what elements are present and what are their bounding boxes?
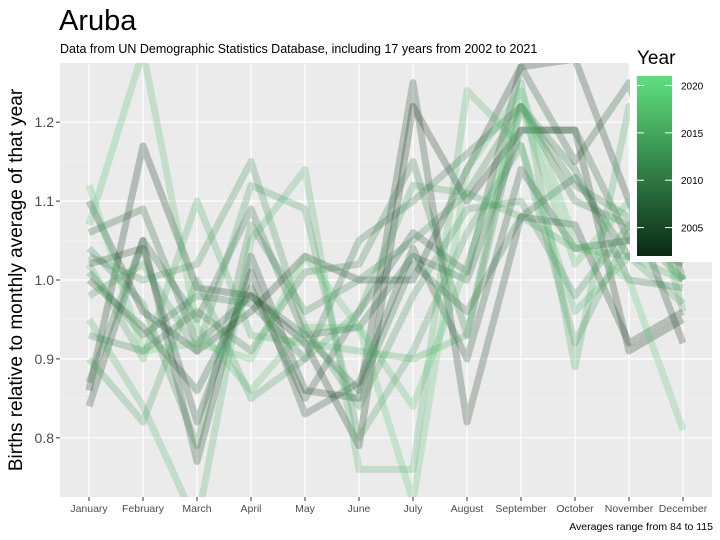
series-line-2007 <box>87 126 685 347</box>
series-line-2015 <box>85 79 687 371</box>
x-tick-label: July <box>404 503 423 515</box>
series-line-2002 <box>85 102 685 450</box>
x-tick-label: December <box>659 503 708 515</box>
x-tick-label: February <box>122 503 165 515</box>
y-tick-label: 0.8 <box>35 430 55 446</box>
series-line-2017 <box>85 63 686 410</box>
x-tick-label: September <box>495 503 547 515</box>
series-line-2014 <box>86 181 686 426</box>
y-tick-label: 1.0 <box>35 272 55 288</box>
chart-title: Aruba <box>59 5 137 37</box>
series-line-2009 <box>86 102 684 363</box>
series-line-2004 <box>85 79 685 465</box>
y-axis: 0.8 0.9 1.0 1.1 1.2 <box>35 114 60 446</box>
series-line-2005 <box>88 166 684 426</box>
series-line-2012 <box>87 158 685 410</box>
chart-caption: Averages range from 84 to 115 <box>569 521 713 533</box>
x-tick-label: August <box>451 503 484 515</box>
chart-subtitle: Data from UN Demographic Statistics Data… <box>60 42 537 56</box>
series-line-2018 <box>85 87 687 497</box>
series-line-2011 <box>86 102 686 450</box>
legend-title: Year <box>637 48 676 69</box>
x-tick-label: January <box>70 503 108 515</box>
y-axis-label: Births relative to monthly average of th… <box>6 88 27 471</box>
grid-lines <box>60 63 712 497</box>
legend-colorbar <box>637 76 672 256</box>
legend-tick-label: 2020 <box>681 81 704 92</box>
x-tick-label: October <box>556 503 594 515</box>
series-line-2016 <box>86 87 685 497</box>
x-axis: January February March April May June July Augu… <box>70 497 708 515</box>
x-tick-label: June <box>348 503 371 515</box>
legend-tick-label: 2015 <box>681 129 704 140</box>
x-tick-label: March <box>182 503 211 515</box>
series-line-2003 <box>85 63 687 355</box>
legend-ticks: 2005 2010 2015 2020 <box>637 81 704 235</box>
y-tick-label: 1.1 <box>35 193 55 209</box>
y-tick-label: 0.9 <box>35 351 55 367</box>
legend-tick-label: 2010 <box>681 176 704 187</box>
series-line-2013 <box>87 142 684 442</box>
x-tick-label: November <box>605 503 654 515</box>
series-line-2010 <box>88 102 686 355</box>
series-line-2008 <box>85 173 684 394</box>
legend-tick-label: 2005 <box>681 224 704 235</box>
legend: Year 2005 2010 2015 2020 <box>630 40 718 262</box>
series-line-2006 <box>86 63 687 402</box>
x-tick-label: April <box>240 503 261 515</box>
y-tick-label: 1.2 <box>35 114 55 130</box>
x-tick-label: May <box>295 503 316 515</box>
series-lines <box>85 63 687 497</box>
